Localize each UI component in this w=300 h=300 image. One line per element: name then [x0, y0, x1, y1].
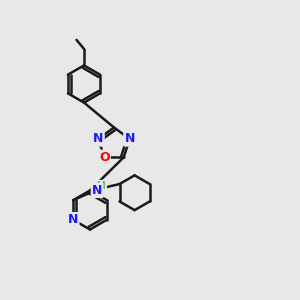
Text: H: H	[97, 181, 106, 191]
Text: O: O	[99, 151, 110, 164]
Text: N: N	[124, 132, 135, 146]
Text: N: N	[68, 213, 78, 226]
Text: N: N	[93, 132, 104, 146]
Text: N: N	[92, 184, 102, 197]
